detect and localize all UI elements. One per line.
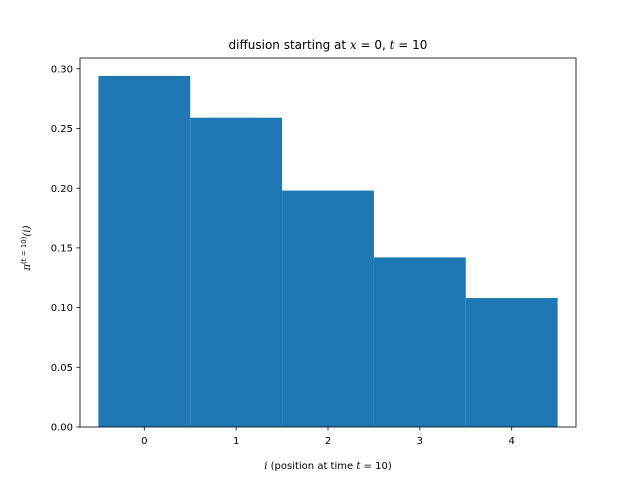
ylabel-arg: (i) xyxy=(22,225,33,236)
ylabel-superscript: (t = 10) xyxy=(20,236,28,264)
y-tick-label: 0.20 xyxy=(51,184,73,195)
x-ticks: 0 1 2 3 4 xyxy=(141,427,515,447)
x-tick-label: 0 xyxy=(141,436,147,447)
x-tick-label: 4 xyxy=(509,436,515,447)
xlabel-var-i: i xyxy=(264,461,267,472)
y-tick-label: 0.30 xyxy=(51,64,73,75)
y-tick-label: 0.10 xyxy=(51,303,73,314)
bar-2 xyxy=(282,190,374,427)
bar-0 xyxy=(98,75,191,427)
bar-1 xyxy=(190,117,283,427)
ylabel-pi: π xyxy=(22,264,33,272)
xlabel-var-t: t xyxy=(356,461,361,472)
chart-title: diffusion starting at x = 0, t = 10 xyxy=(229,38,428,52)
bar-3 xyxy=(373,257,466,427)
y-tick-label: 0.00 xyxy=(51,423,73,434)
y-tick-label: 0.05 xyxy=(51,363,73,374)
bar-4 xyxy=(465,298,558,427)
x-tick-label: 3 xyxy=(417,436,423,447)
x-tick-label: 2 xyxy=(325,436,331,447)
y-axis-label: π(t = 10)(i) xyxy=(20,225,33,271)
y-tick-label: 0.15 xyxy=(51,243,73,254)
x-tick-label: 1 xyxy=(233,436,239,447)
title-var-t: t xyxy=(390,38,395,52)
title-var-x: x xyxy=(350,38,357,52)
x-axis-label: i (position at time t = 10) xyxy=(264,461,392,472)
y-tick-label: 0.25 xyxy=(51,124,73,135)
bars-group xyxy=(98,75,558,427)
y-ticks: 0.00 0.05 0.10 0.15 0.20 0.25 0.30 xyxy=(51,64,80,434)
